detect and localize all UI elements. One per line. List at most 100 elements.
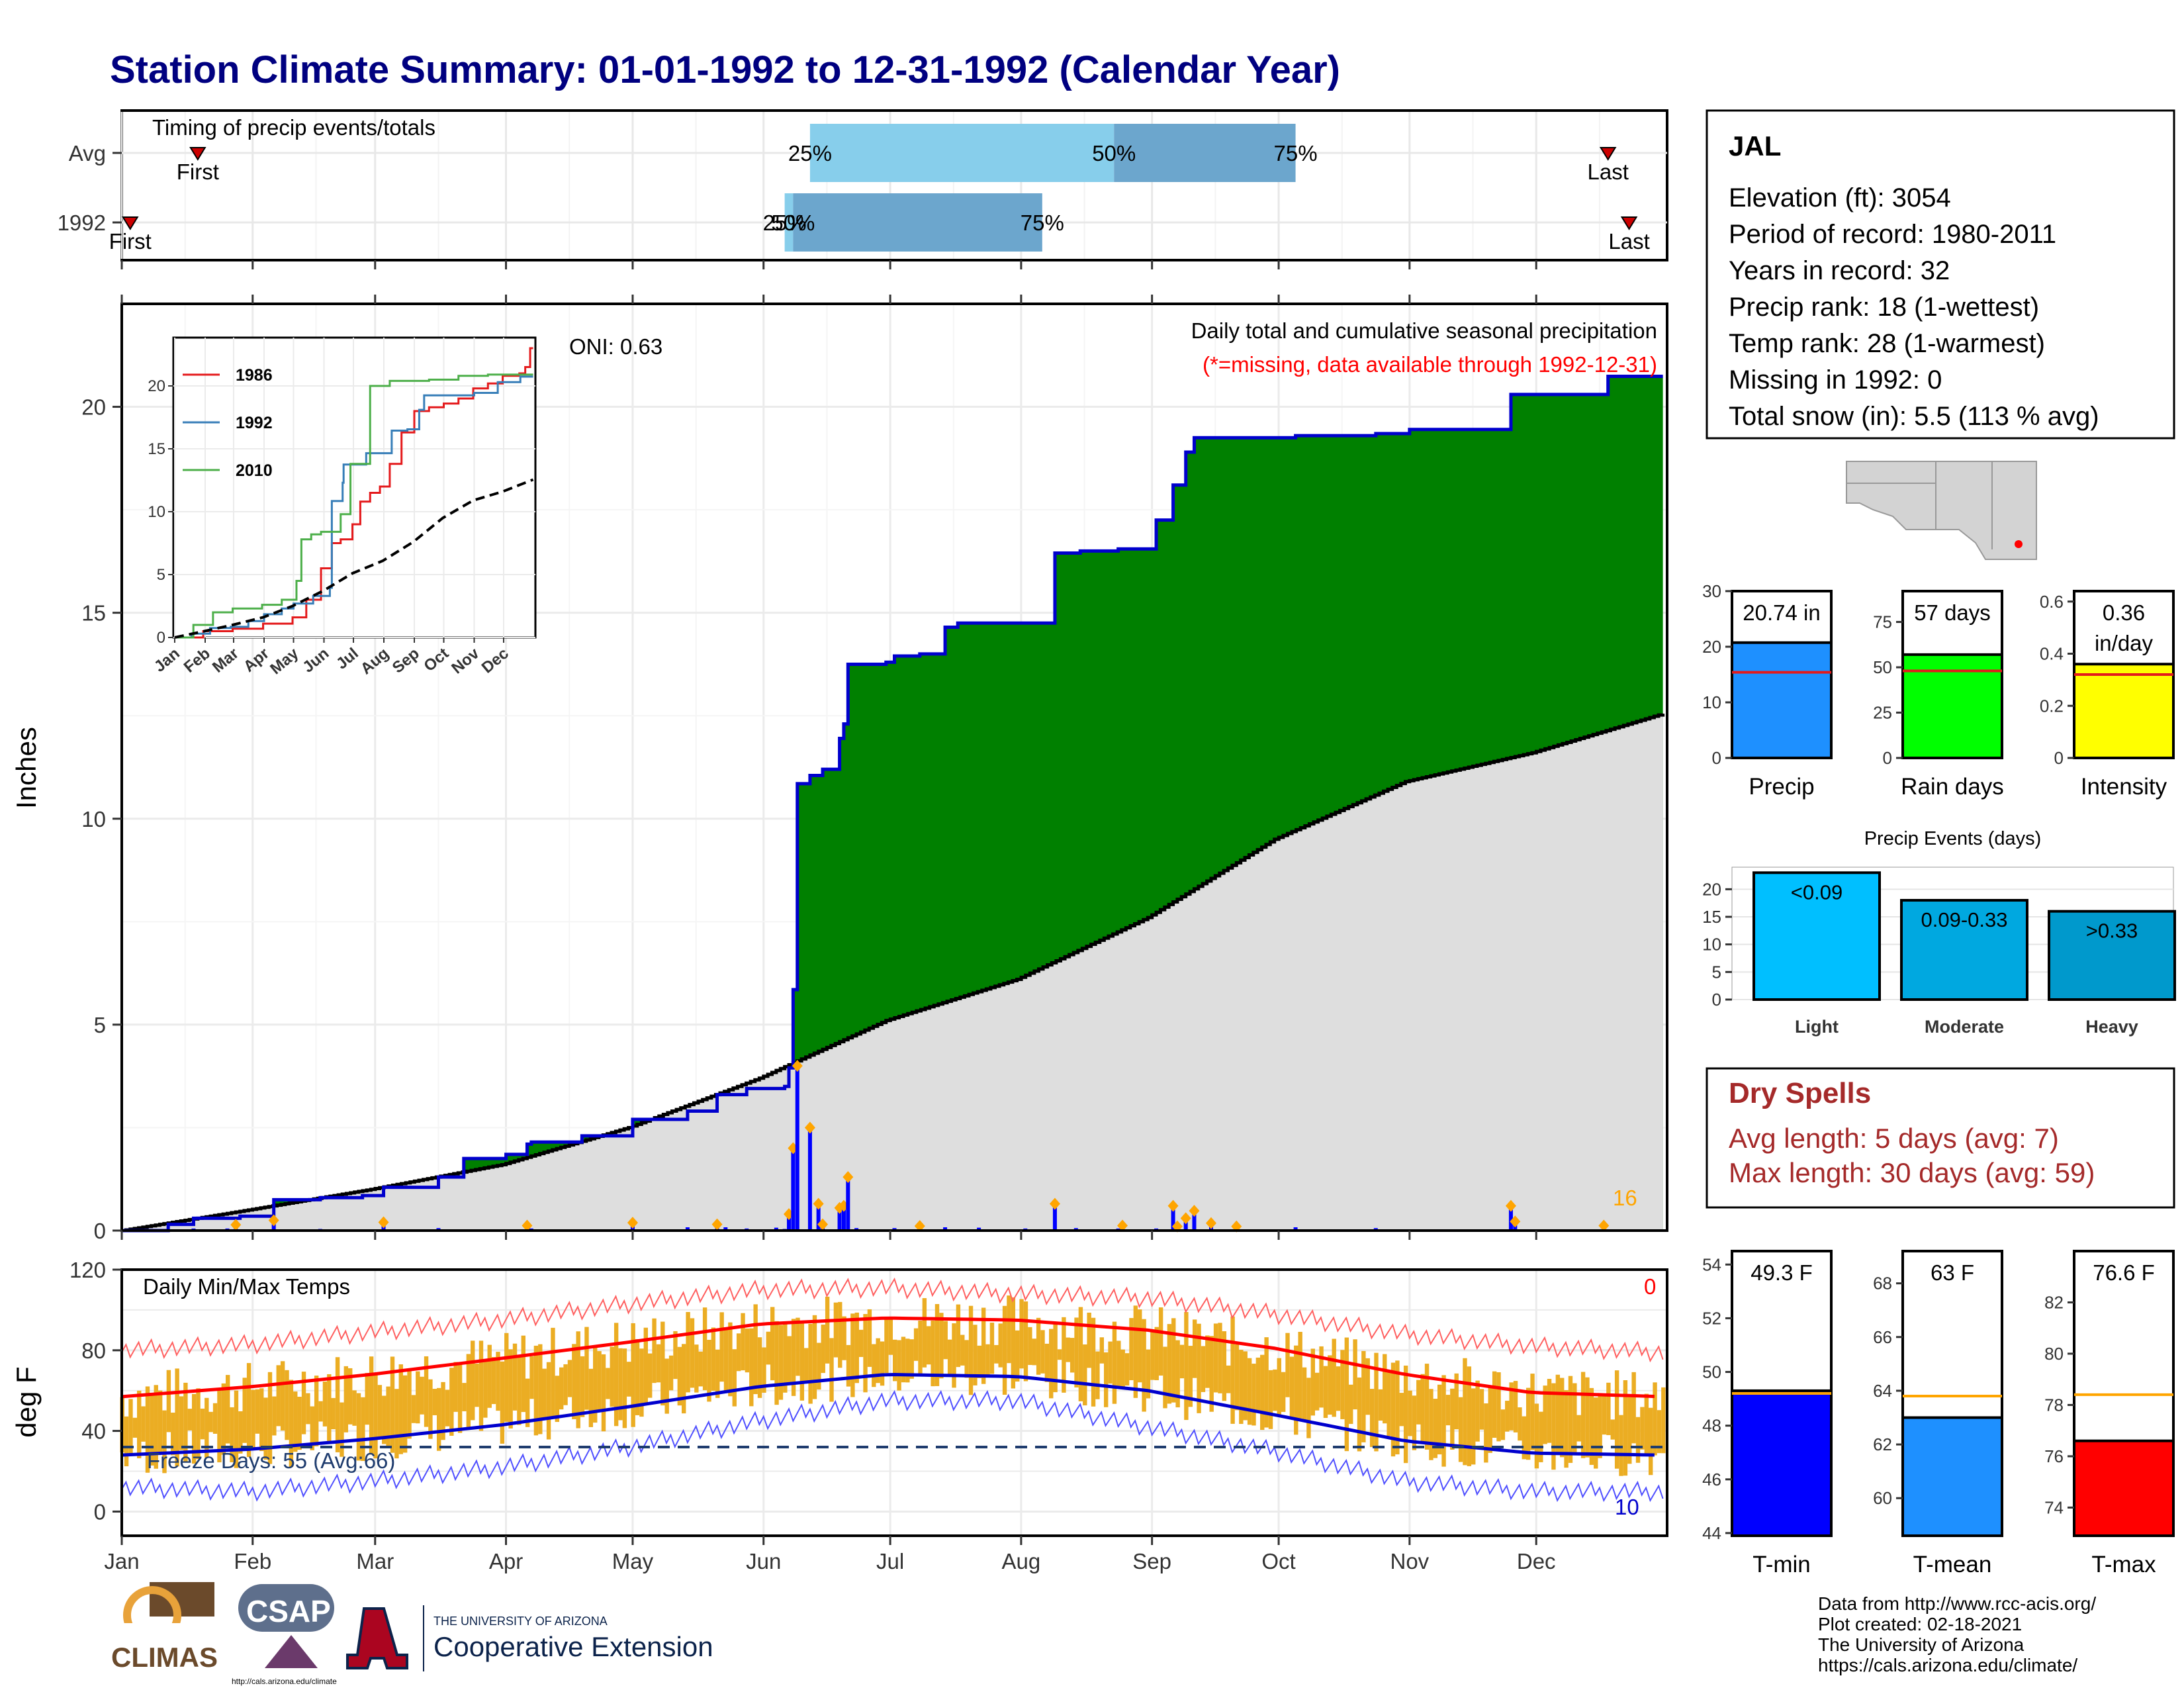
- daily-temp-bar: [694, 1344, 699, 1393]
- daily-temp-bar: [1146, 1349, 1151, 1399]
- temp-ytick-label: 80: [81, 1338, 106, 1363]
- daily-temp-bar: [483, 1360, 488, 1418]
- timing-q1-bar: [784, 193, 794, 252]
- timing-p50-label: 50%: [1092, 141, 1136, 165]
- daily-temp-bar: [622, 1348, 627, 1429]
- inset-ytick-label: 15: [148, 440, 165, 458]
- daily-temp-bar: [664, 1358, 669, 1414]
- map-borders: [1846, 461, 1993, 549]
- footer-line-3: The University of Arizona: [1818, 1634, 2025, 1655]
- daily-temp-bar: [1150, 1330, 1155, 1380]
- ua-logo: THE UNIVERSITY OF ARIZONA Cooperative Ex…: [346, 1605, 713, 1671]
- precip-panel: 0 5 10 15 20 Inches Daily total and cumulati…: [11, 303, 1668, 1243]
- panel-ytick-label: 78: [2044, 1395, 2064, 1415]
- daily-temp-bar: [711, 1327, 716, 1391]
- daily-temp-bar: [762, 1347, 766, 1393]
- daily-temp-bar: [968, 1305, 974, 1395]
- daily-precip-marker: [1510, 1215, 1521, 1228]
- daily-temp-bar: [1513, 1381, 1518, 1432]
- daily-temp-bar: [1306, 1378, 1311, 1438]
- panel-ytick-label: 75: [1873, 612, 1892, 632]
- daily-temp-bar: [1365, 1358, 1370, 1415]
- daily-temp-bar: [529, 1356, 534, 1399]
- daily-precip-marker: [792, 1060, 803, 1072]
- daily-temp-bar: [884, 1318, 889, 1374]
- daily-temp-bar: [1661, 1387, 1666, 1454]
- panel-ytick-label: 74: [2044, 1497, 2064, 1517]
- daily-precip-marker: [1180, 1212, 1191, 1225]
- dry-spells-line-2: Max length: 30 days (avg: 59): [1729, 1157, 2095, 1188]
- timing-p25-label: 25%: [788, 141, 832, 165]
- daily-temp-bar: [521, 1335, 525, 1413]
- temp-y-axis: 0 40 80 120: [69, 1258, 122, 1524]
- panel-bar-Precip: [1731, 641, 1833, 759]
- panel-ytick-label: 68: [1873, 1274, 1892, 1293]
- daily-temp-bar: [432, 1389, 437, 1415]
- events-ytick-label: 0: [1712, 990, 1721, 1009]
- daily-temp-bar: [128, 1399, 133, 1455]
- inset-line-1992: [175, 375, 533, 639]
- daily-temp-bar: [428, 1379, 433, 1439]
- panel-value-label-T-mean: 63 F: [1931, 1260, 1974, 1285]
- daily-temp-bar: [1095, 1351, 1100, 1399]
- panel-ytick-label: 48: [1702, 1416, 1721, 1436]
- daily-temp-bar: [478, 1340, 484, 1431]
- daily-temp-bar: [825, 1296, 830, 1364]
- daily-temp-bar: [246, 1363, 251, 1458]
- temp-ytick-label: 120: [69, 1258, 106, 1282]
- daily-temp-bar: [601, 1354, 606, 1432]
- daily-temp-bar: [1298, 1331, 1302, 1419]
- daily-temp-bar: [702, 1307, 707, 1391]
- daily-temp-bar: [1188, 1346, 1193, 1407]
- daily-temp-bar: [377, 1385, 383, 1439]
- dry-spells-line-1: Avg length: 5 days (avg: 7): [1729, 1123, 2059, 1154]
- daily-temp-bar: [441, 1382, 445, 1440]
- panel-bar-Intensity: [2073, 663, 2175, 759]
- daily-temp-bar: [631, 1323, 635, 1427]
- daily-temp-bar: [1534, 1403, 1539, 1469]
- inset-legend-label: 1992: [236, 414, 273, 432]
- daily-temp-bar: [985, 1344, 990, 1376]
- daily-temp-bar: [436, 1387, 441, 1451]
- daily-temp-bar: [306, 1393, 310, 1425]
- daily-temp-bar: [1243, 1351, 1248, 1421]
- temp-frame: [120, 1268, 1668, 1537]
- daily-temp-bar: [1294, 1345, 1298, 1435]
- daily-temp-bar: [1631, 1372, 1636, 1444]
- daily-temp-bar: [880, 1341, 885, 1386]
- daily-temp-bar: [1103, 1352, 1109, 1407]
- first-marker-icon: [121, 216, 139, 230]
- daily-temp-bar: [635, 1338, 640, 1415]
- daily-temp-bar: [217, 1390, 222, 1463]
- daily-temp-bar: [1158, 1307, 1163, 1376]
- daily-temp-bar: [1213, 1323, 1218, 1393]
- daily-temp-bar: [267, 1372, 273, 1464]
- csap-logo-mountain: [265, 1635, 318, 1668]
- daily-temp-bar: [838, 1301, 842, 1368]
- daily-temp-bar: [1255, 1357, 1261, 1413]
- daily-temp-bar: [361, 1397, 365, 1461]
- daily-temp-bar: [888, 1316, 893, 1355]
- daily-temp-bar: [1357, 1377, 1362, 1452]
- events-bar-Heavy: [2048, 910, 2176, 1001]
- daily-temp-bar: [1285, 1333, 1290, 1397]
- daily-temp-bar: [989, 1323, 995, 1374]
- daily-temp-bar: [1057, 1349, 1062, 1360]
- daily-temp-bar: [512, 1343, 518, 1411]
- daily-precip-bar: [1192, 1211, 1197, 1231]
- panel-name-T-max: T-max: [2091, 1552, 2156, 1577]
- daily-precip-bars: [161, 1060, 1610, 1233]
- daily-temp-bar: [757, 1337, 762, 1398]
- daily-temp-bar: [580, 1356, 585, 1417]
- daily-precip-marker: [842, 1171, 854, 1184]
- daily-temp-bar: [1580, 1372, 1586, 1458]
- daily-temp-bar: [475, 1364, 479, 1407]
- last-label: Last: [1608, 229, 1649, 254]
- events-category-label: Moderate: [1925, 1017, 2004, 1037]
- daily-temp-bar: [179, 1396, 184, 1450]
- daily-temp-bar: [390, 1356, 395, 1453]
- daily-temp-bar: [365, 1373, 369, 1425]
- daily-temp-bar: [1319, 1346, 1324, 1408]
- daily-precip-marker: [1049, 1197, 1060, 1210]
